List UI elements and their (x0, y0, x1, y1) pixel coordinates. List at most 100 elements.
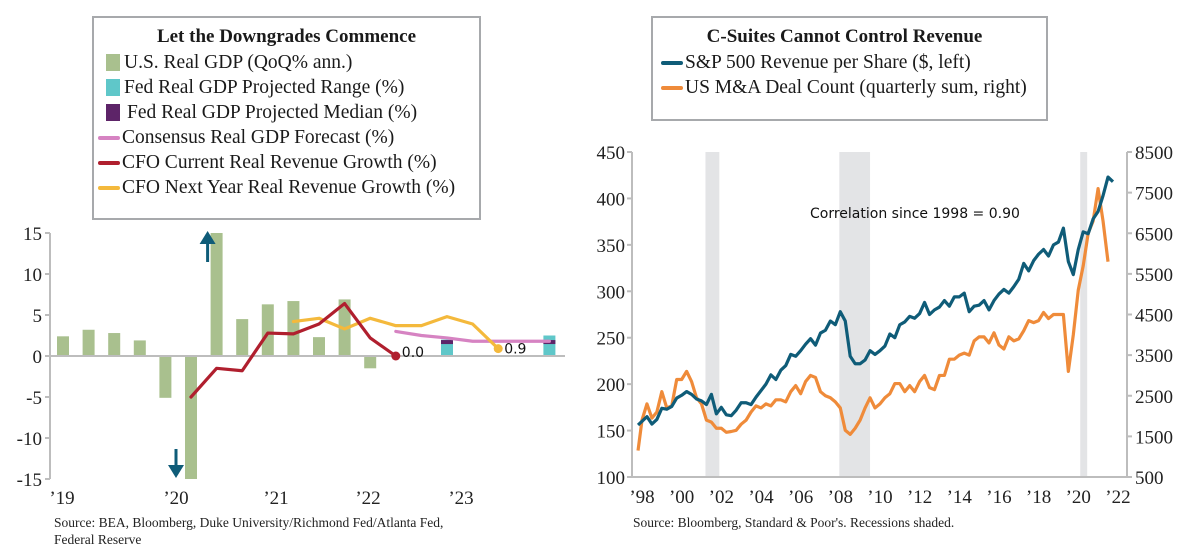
left-chart-axes (45, 232, 565, 480)
legend-item-gdp: U.S. Real GDP (QoQ% ann.) (106, 50, 479, 75)
legend-label: Fed Real GDP Projected Median (%) (127, 102, 418, 123)
right-chart-axes (627, 151, 1132, 478)
x-tick-label: ’22 (355, 488, 380, 509)
right-chart-title: C-Suites Cannot Control Revenue (706, 26, 983, 47)
right-y-tick-label: 6500 (1135, 224, 1173, 245)
x-tick-label: ’02 (709, 487, 734, 508)
cfo-next-end-dot (493, 344, 503, 354)
left-y-tick-label: 400 (597, 189, 626, 210)
left-source-line2: Federal Reserve (54, 532, 142, 547)
legend-item-deals: US M&A Deal Count (quarterly sum, right) (661, 75, 1046, 100)
line-mna-deal-count (636, 186, 1110, 451)
x-tick-label: ’12 (907, 487, 932, 508)
y-tick-label: 10 (23, 265, 42, 286)
line-cfo-current-real-revenue-growth- (189, 301, 398, 399)
x-tick-label: ’98 (629, 487, 654, 508)
left-chart-annotations: 0.0 0.9 (168, 231, 526, 478)
legend-item-revenue: S&P 500 Revenue per Share ($, left) (661, 50, 1046, 75)
legend-swatch-fed-range (106, 79, 120, 96)
line-cfo-next-year-real-revenue-growth- (291, 315, 500, 351)
legend-item-cfo-next: CFO Next Year Real Revenue Growth (%) (98, 175, 479, 200)
recession-band (839, 152, 871, 477)
x-tick-label: ’21 (263, 488, 288, 509)
fed-range-bar (543, 335, 556, 356)
x-tick-label: ’10 (867, 487, 892, 508)
gdp-bar (313, 337, 325, 356)
y-tick-label: -15 (17, 470, 42, 491)
legend-swatch-deals (661, 85, 683, 90)
cfo-current-end-label: 0.0 (402, 345, 424, 361)
x-tick-label: ’23 (448, 488, 473, 509)
right-chart-ticks: 450 400 350 300 250 200 150 100 8500 7500 6500 5500… (597, 143, 1174, 508)
right-y-tick-label: 2500 (1135, 387, 1173, 408)
right-source: Source: Bloomberg, Standard & Poor's. Re… (633, 514, 954, 531)
line-sp500-revenue-per-share (636, 175, 1115, 427)
right-y-tick-label: 4500 (1135, 306, 1173, 327)
fed-median-marker (441, 340, 453, 345)
recession-shading (705, 152, 1088, 477)
x-tick-label: ’16 (986, 487, 1011, 508)
left-y-tick-label: 450 (597, 143, 626, 164)
line-consensus-real-gdp-forecast- (394, 329, 552, 343)
recession-band (1080, 152, 1088, 477)
x-tick-label: ’20 (163, 488, 188, 509)
left-y-tick-label: 200 (597, 375, 626, 396)
y-tick-label: 5 (33, 306, 43, 327)
gdp-bars (57, 233, 556, 479)
legend-label: S&P 500 Revenue per Share ($, left) (685, 52, 971, 73)
gdp-bar (82, 329, 95, 356)
y-tick-label: 0 (33, 347, 43, 368)
legend-item-fed-median: Fed Real GDP Projected Median (%) (106, 100, 479, 125)
x-tick-label: ’00 (669, 487, 694, 508)
right-y-tick-label: 3500 (1135, 346, 1173, 367)
legend-item-fed-range: Fed Real GDP Projected Range (%) (106, 75, 479, 100)
x-tick-label: ’18 (1026, 487, 1051, 508)
gdp-bar (210, 233, 223, 356)
gdp-bar (185, 356, 197, 479)
legend-swatch-consensus (98, 135, 120, 140)
left-legend: Let the Downgrades Commence U.S. Real GD… (92, 16, 481, 220)
gdp-bar (108, 333, 121, 356)
legend-label: U.S. Real GDP (QoQ% ann.) (124, 52, 353, 73)
right-y-tick-label: 500 (1135, 468, 1164, 489)
left-chart-ticks: 15 10 5 0 -5 -10 -15 ’19 ’20 ’21 ’22 ’23 (17, 224, 474, 509)
y-tick-label: 15 (23, 224, 42, 245)
legend-label: Consensus Real GDP Forecast (%) (122, 127, 395, 148)
gdp-bar (364, 356, 377, 369)
left-y-tick-label: 350 (597, 236, 626, 257)
legend-label: Fed Real GDP Projected Range (%) (124, 77, 405, 98)
cfo-next-end-label: 0.9 (504, 342, 526, 358)
left-chart-title: Let the Downgrades Commence (156, 26, 417, 47)
right-legend: C-Suites Cannot Control Revenue S&P 500 … (651, 16, 1048, 121)
right-y-tick-label: 8500 (1135, 143, 1173, 164)
right-y-tick-label: 7500 (1135, 184, 1173, 205)
right-source-line: Source: Bloomberg, Standard & Poor's. Re… (633, 515, 955, 530)
legend-label: US M&A Deal Count (quarterly sum, right) (685, 77, 1027, 98)
right-y-tick-label: 1500 (1135, 427, 1173, 448)
left-y-tick-label: 100 (597, 468, 626, 489)
left-chart: 15 10 5 0 -5 -10 -15 ’19 ’20 ’21 ’22 ’23 0.0 0.9 (17, 224, 565, 509)
left-chart-lines (189, 301, 552, 399)
left-source-line1: Source: BEA, Bloomberg, Duke University/… (54, 515, 444, 530)
gdp-bar (159, 356, 172, 398)
x-tick-label: ’22 (1105, 487, 1130, 508)
gdp-bar (57, 336, 69, 356)
left-y-tick-label: 300 (597, 282, 626, 303)
y-tick-label: -10 (17, 429, 42, 450)
legend-swatch-fed-median (106, 104, 120, 121)
right-y-tick-label: 5500 (1135, 265, 1173, 286)
x-tick-label: ’19 (49, 488, 74, 509)
legend-swatch-revenue (661, 60, 683, 65)
legend-swatch-gdp (106, 54, 120, 71)
left-source: Source: BEA, Bloomberg, Duke University/… (54, 514, 443, 548)
legend-label: CFO Current Real Revenue Growth (%) (122, 152, 437, 173)
gdp-bar (287, 301, 300, 356)
x-tick-label: ’06 (788, 487, 813, 508)
left-y-tick-label: 150 (597, 422, 626, 443)
correlation-annotation: Correlation since 1998 = 0.90 (810, 206, 1020, 222)
legend-label: CFO Next Year Real Revenue Growth (%) (122, 177, 456, 198)
arrow-up-icon (199, 231, 216, 244)
right-chart-lines (636, 175, 1115, 451)
gdp-bar (261, 304, 274, 356)
cfo-current-end-dot (391, 351, 401, 361)
